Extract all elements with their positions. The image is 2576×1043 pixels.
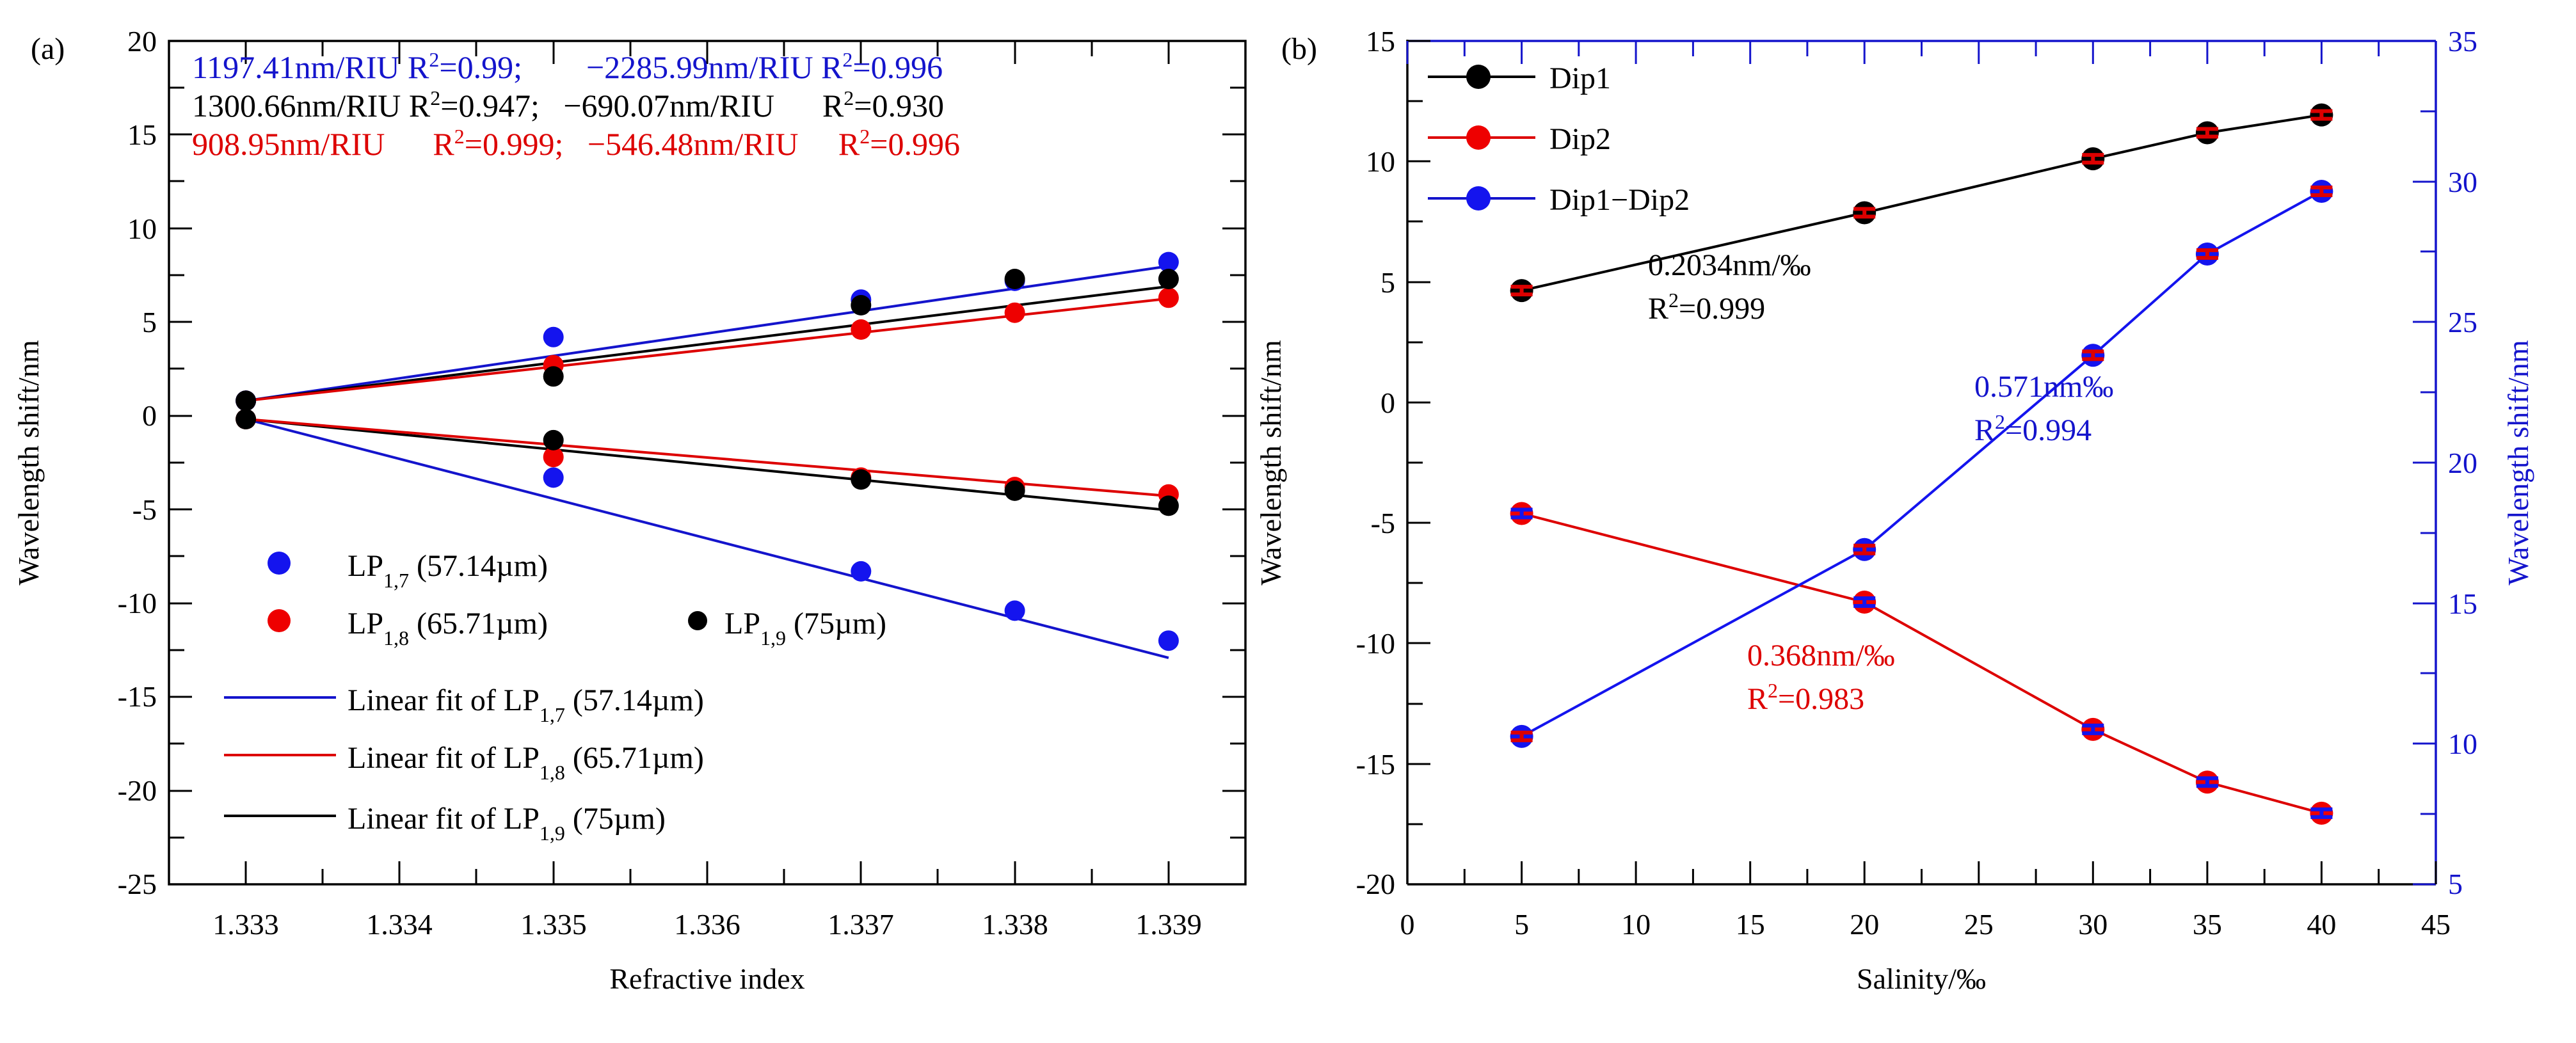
svg-text:30: 30: [2078, 908, 2108, 941]
svg-text:10: 10: [127, 212, 157, 245]
svg-text:(a): (a): [31, 32, 65, 66]
svg-text:1197.41nm/RIU R2=0.99;: 1197.41nm/RIU R2=0.99; −2285.99nm/RIU R2…: [192, 48, 943, 85]
svg-text:1.336: 1.336: [674, 908, 740, 941]
svg-text:15: 15: [1736, 908, 1765, 941]
svg-text:1.338: 1.338: [982, 908, 1048, 941]
svg-text:1.334: 1.334: [366, 908, 433, 941]
svg-text:-15: -15: [118, 680, 157, 713]
svg-text:0.2034nm/‰: 0.2034nm/‰: [1648, 248, 1811, 282]
svg-text:Linear fit of LP1,8 (65.71µm): Linear fit of LP1,8 (65.71µm): [348, 741, 704, 784]
svg-text:5: 5: [142, 306, 157, 338]
svg-text:0.571nm‰: 0.571nm‰: [1974, 370, 2113, 404]
svg-text:10: 10: [2448, 728, 2477, 760]
svg-text:0.368nm/‰: 0.368nm/‰: [1747, 639, 1895, 673]
svg-text:LP1,8 (65.71µm): LP1,8 (65.71µm): [348, 607, 548, 649]
svg-text:Refractive index: Refractive index: [609, 962, 804, 995]
svg-text:5: 5: [1514, 908, 1529, 941]
svg-text:Dip2: Dip2: [1549, 122, 1611, 156]
svg-text:1300.66nm/RIU R2=0.947; −690: 1300.66nm/RIU R2=0.947; −690.07nm/RIU R2…: [192, 86, 944, 123]
svg-text:10: 10: [1366, 145, 1395, 178]
svg-text:R2=0.983: R2=0.983: [1747, 679, 1864, 716]
svg-text:25: 25: [2448, 306, 2477, 338]
svg-text:45: 45: [2421, 908, 2451, 941]
svg-text:-5: -5: [1371, 507, 1395, 539]
svg-text:-25: -25: [118, 868, 157, 900]
svg-text:40: 40: [2307, 908, 2336, 941]
svg-text:-15: -15: [1356, 748, 1395, 781]
svg-text:0: 0: [142, 399, 157, 432]
svg-text:1.333: 1.333: [212, 908, 279, 941]
svg-text:Wavelength shift/nm: Wavelength shift/nm: [1254, 340, 1287, 585]
svg-text:Wavelength shift/nm: Wavelength shift/nm: [2502, 340, 2534, 585]
svg-text:5: 5: [1380, 266, 1395, 299]
svg-text:Linear fit of LP1,7 (57.14µm): Linear fit of LP1,7 (57.14µm): [348, 683, 704, 726]
svg-text:Linear fit of LP1,9 (75µm): Linear fit of LP1,9 (75µm): [348, 802, 666, 845]
svg-text:LP1,7 (57.14µm): LP1,7 (57.14µm): [348, 549, 548, 592]
svg-text:1.337: 1.337: [828, 908, 894, 941]
svg-text:15: 15: [2448, 587, 2477, 620]
svg-text:-10: -10: [118, 587, 157, 619]
svg-text:-20: -20: [1356, 868, 1395, 900]
svg-text:Dip1−Dip2: Dip1−Dip2: [1549, 183, 1690, 217]
svg-text:Dip1: Dip1: [1549, 61, 1611, 95]
svg-text:10: 10: [1621, 908, 1651, 941]
svg-text:30: 30: [2448, 166, 2477, 198]
svg-text:35: 35: [2193, 908, 2222, 941]
svg-text:20: 20: [1850, 908, 1879, 941]
svg-text:20: 20: [2448, 447, 2477, 479]
svg-text:20: 20: [127, 25, 157, 58]
svg-text:0: 0: [1380, 386, 1395, 419]
svg-text:-10: -10: [1356, 627, 1395, 660]
svg-text:-20: -20: [118, 774, 157, 807]
svg-text:-5: -5: [132, 493, 157, 526]
svg-text:Salinity/‰: Salinity/‰: [1857, 962, 1986, 995]
svg-text:LP1,9 (75µm): LP1,9 (75µm): [724, 607, 886, 649]
svg-text:15: 15: [127, 118, 157, 151]
svg-text:5: 5: [2448, 868, 2463, 900]
svg-text:1.339: 1.339: [1135, 908, 1202, 941]
svg-text:25: 25: [1964, 908, 1994, 941]
svg-text:908.95nm/RIU R2=0.999;: 908.95nm/RIU R2=0.999; −546.48nm/RIU R2=…: [192, 125, 960, 162]
svg-text:0: 0: [1400, 908, 1415, 941]
svg-text:35: 35: [2448, 25, 2477, 58]
svg-text:R2=0.994: R2=0.994: [1974, 410, 2092, 447]
svg-text:Wavelength shift/nm: Wavelength shift/nm: [12, 340, 45, 585]
svg-text:15: 15: [1366, 25, 1395, 58]
svg-text:(b): (b): [1281, 32, 1317, 66]
svg-text:R2=0.999: R2=0.999: [1648, 289, 1765, 326]
svg-text:1.335: 1.335: [520, 908, 587, 941]
